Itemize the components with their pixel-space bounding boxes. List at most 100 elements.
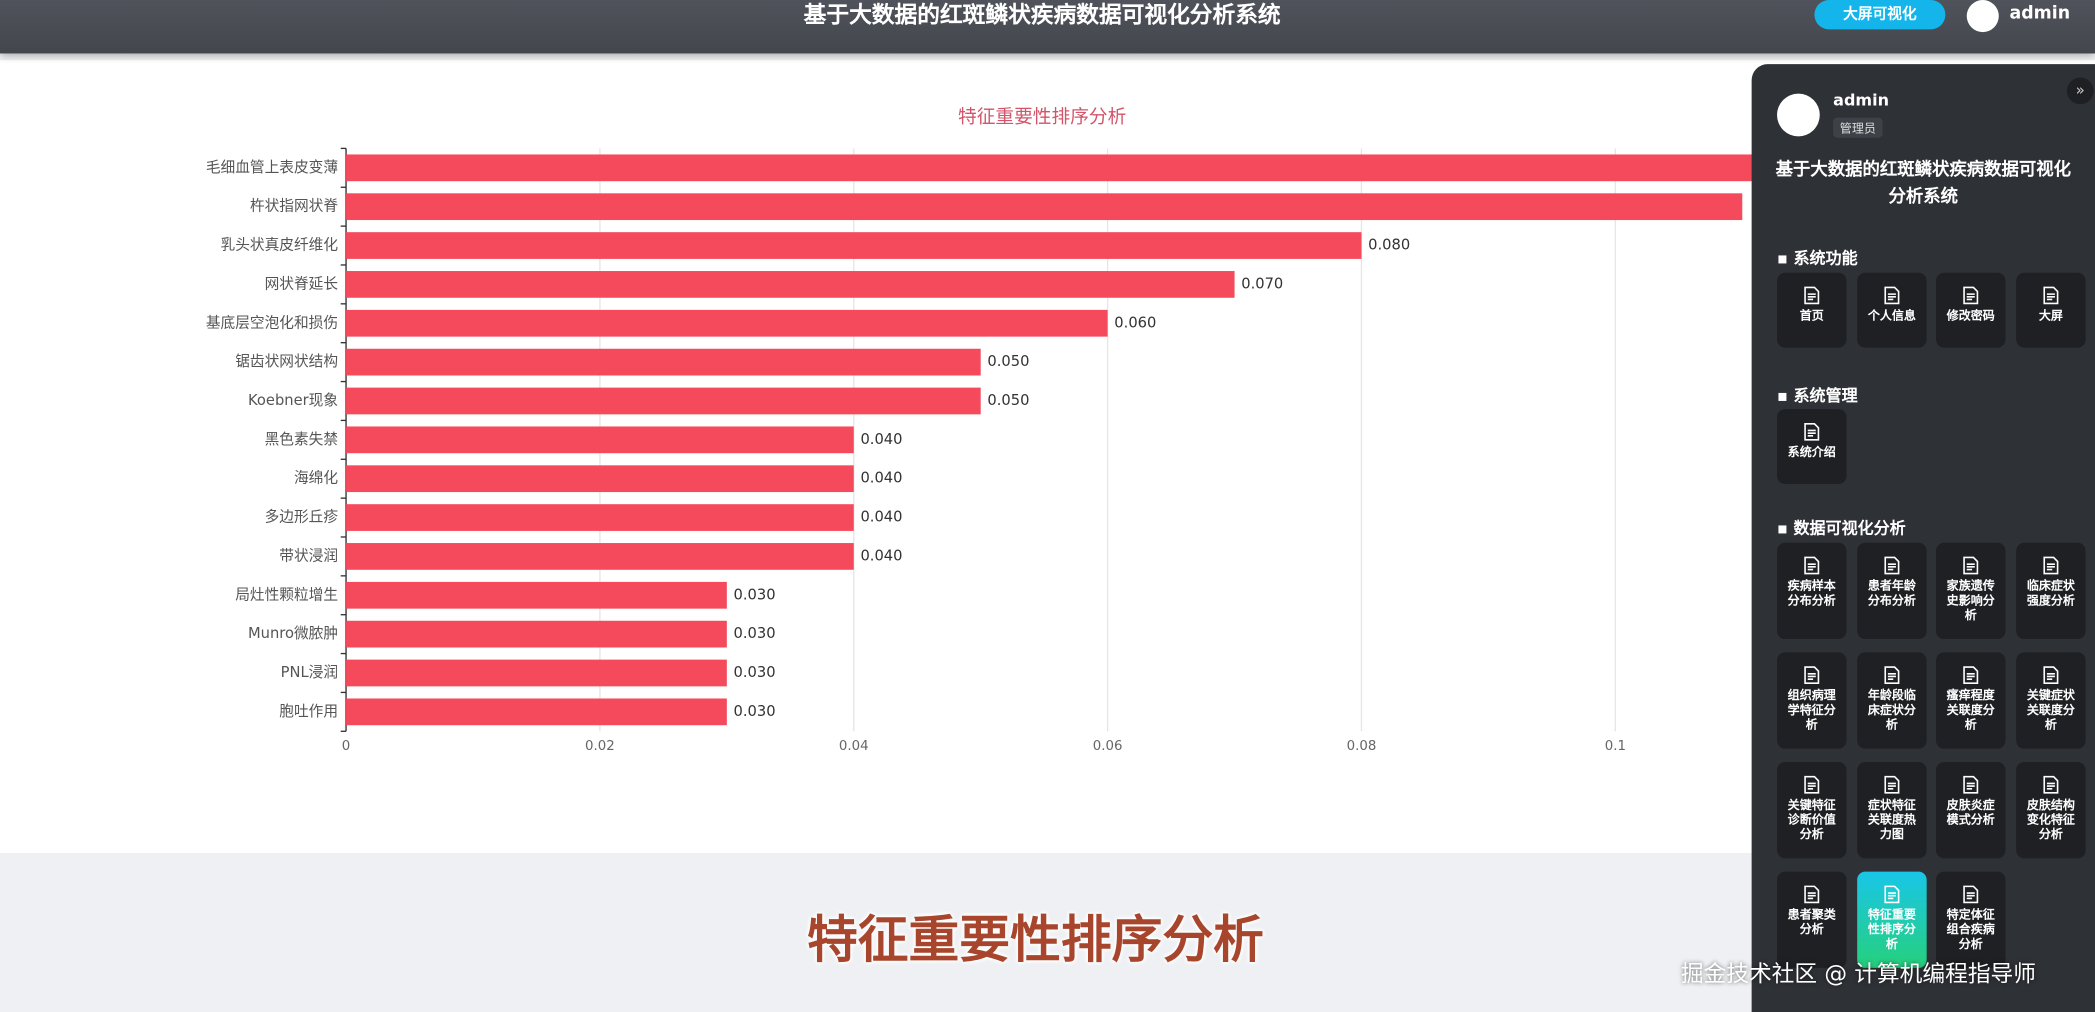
nav-icon	[1884, 666, 1900, 684]
value-label: 0.030	[734, 625, 776, 642]
nav-tile[interactable]: 家族遗传史影响分析	[1936, 542, 2006, 640]
nav-tile[interactable]: 首页	[1777, 272, 1847, 348]
nav-tile[interactable]: 年龄段临床症状分析	[1857, 652, 1927, 749]
value-label: 0.040	[860, 547, 902, 564]
y-tick-label: Koebner现象	[248, 392, 338, 409]
sidebar: » admin 管理员 基于大数据的红斑鳞状疾病数据可视化分析系统 ▪ 系统功能…	[1751, 64, 2095, 1012]
nav-tile[interactable]: 系统介绍	[1777, 409, 1847, 484]
bar	[346, 581, 727, 609]
header: 基于大数据的红斑鳞状疾病数据可视化分析系统 大屏可视化 admin	[0, 0, 2095, 54]
value-label: 0.080	[1368, 237, 1410, 254]
value-label: 0.050	[987, 392, 1029, 409]
nav-label: 皮肤结构变化特征分析	[2026, 799, 2075, 843]
nav-tile[interactable]: 临床症状强度分析	[2016, 542, 2086, 640]
nav-tile[interactable]: 特征重要性排序分析	[1857, 871, 1927, 968]
y-tick-label: 胞吐作用	[279, 703, 338, 720]
sidebar-user: admin	[1833, 90, 1890, 110]
bar	[346, 232, 1362, 259]
user-menu[interactable]: admin	[2009, 4, 2071, 25]
bar	[346, 659, 727, 687]
nav-label: 症状特征关联度热力图	[1867, 799, 1916, 843]
bar	[346, 154, 1870, 182]
nav-icon	[1963, 556, 1979, 575]
nav-label: 家族遗传史影响分析	[1946, 580, 1995, 623]
nav-tile[interactable]: 修改密码	[1936, 272, 2006, 348]
nav-tile[interactable]: 关键特征诊断价值分析	[1777, 762, 1847, 859]
nav-icon	[1963, 286, 1979, 305]
nav-label: 皮肤炎症模式分析	[1946, 799, 1995, 828]
y-tick-label: PNL浸润	[281, 664, 338, 681]
nav-tile[interactable]: 皮肤炎症模式分析	[1936, 762, 2006, 859]
nav-label: 关键症状关联度分析	[2026, 689, 2075, 733]
watermark: 掘金技术社区 @ 计算机编程指导师	[1680, 961, 2036, 988]
nav-label: 临床症状强度分析	[2026, 580, 2075, 609]
y-tick-label: Munro微脓肿	[248, 625, 338, 642]
nav-label: 关键特征诊断价值分析	[1787, 799, 1836, 843]
bar	[346, 426, 854, 454]
nav-tile[interactable]: 关键症状关联度分析	[2016, 652, 2086, 749]
y-tick-label: 杵状指网状脊	[250, 198, 338, 215]
nav-label: 患者聚类分析	[1787, 909, 1836, 938]
value-label: 0.060	[1114, 314, 1156, 331]
nav-tile[interactable]: 大屏	[2016, 272, 2086, 348]
nav-icon	[2043, 286, 2059, 305]
nav-label: 瘙痒程度关联度分析	[1946, 689, 1995, 733]
nav-tile[interactable]: 皮肤结构变化特征分析	[2016, 762, 2086, 859]
x-tick-label: 0.1	[1605, 739, 1626, 754]
nav-tile[interactable]: 疾病样本分布分析	[1777, 542, 1847, 640]
nav-icon	[1804, 775, 1820, 794]
bar	[346, 543, 854, 570]
nav-icon	[2043, 775, 2059, 794]
sidebar-title: 基于大数据的红斑鳞状疾病数据可视化分析系统	[1775, 160, 2071, 208]
caption: 特征重要性排序分析	[806, 910, 1264, 970]
nav-tile[interactable]: 组织病理学特征分析	[1777, 652, 1847, 749]
y-tick-label: 锯齿状网状结构	[235, 353, 338, 370]
big-screen-button[interactable]: 大屏可视化	[1814, 0, 1946, 30]
nav-icon	[1804, 885, 1820, 904]
section-title: ▪ 数据可视化分析	[1777, 518, 1906, 538]
nav-label: 特征重要性排序分析	[1867, 909, 1916, 952]
nav-tile[interactable]: 瘙痒程度关联度分析	[1936, 652, 2006, 749]
y-tick-label: 毛细血管上表皮变薄	[206, 159, 338, 176]
y-tick-label: 海绵化	[294, 470, 338, 487]
nav-icon	[1884, 286, 1900, 305]
chart-title: 特征重要性排序分析	[958, 107, 1126, 128]
bar	[346, 504, 854, 531]
avatar[interactable]	[1966, 0, 1999, 33]
y-tick-label: 网状脊延长	[265, 275, 339, 292]
nav-tile[interactable]: 特定体征组合疾病分析	[1936, 871, 2006, 968]
nav-icon	[1804, 666, 1820, 684]
y-tick-label: 黑色素失禁	[265, 431, 339, 448]
x-tick-label: 0.06	[1093, 739, 1123, 754]
value-label: 0.040	[860, 509, 902, 526]
nav-icon	[2043, 556, 2059, 575]
bar	[346, 348, 981, 376]
y-tick-label: 带状浸润	[279, 547, 338, 564]
nav-icon	[1963, 666, 1979, 684]
value-label: 0.030	[734, 664, 776, 681]
nav-tile[interactable]: 个人信息	[1857, 272, 1927, 348]
nav-label: 大屏	[2038, 310, 2063, 324]
nav-label: 首页	[1799, 310, 1824, 324]
bar	[346, 271, 1235, 298]
nav-tile[interactable]: 患者聚类分析	[1777, 871, 1847, 968]
nav-tile[interactable]: 症状特征关联度热力图	[1857, 762, 1927, 859]
section-title-text: 系统功能	[1793, 248, 1858, 268]
nav-tile[interactable]: 患者年龄分布分析	[1857, 542, 1927, 640]
nav-label: 系统介绍	[1787, 446, 1836, 460]
y-tick-label: 基底层空泡化和损伤	[206, 314, 338, 331]
nav-label: 特定体征组合疾病分析	[1946, 909, 1995, 952]
section-title-text: 系统管理	[1793, 386, 1858, 406]
y-tick-label: 乳头状真皮纤维化	[221, 236, 339, 254]
section-title: ▪ 系统管理	[1777, 386, 1858, 406]
nav-icon	[1804, 286, 1820, 305]
section-title-text: 数据可视化分析	[1793, 518, 1906, 538]
bar	[346, 465, 854, 493]
collapse-button[interactable]: »	[2066, 77, 2094, 105]
value-label: 0.030	[734, 703, 776, 720]
bar	[346, 698, 727, 726]
bar	[346, 620, 727, 648]
